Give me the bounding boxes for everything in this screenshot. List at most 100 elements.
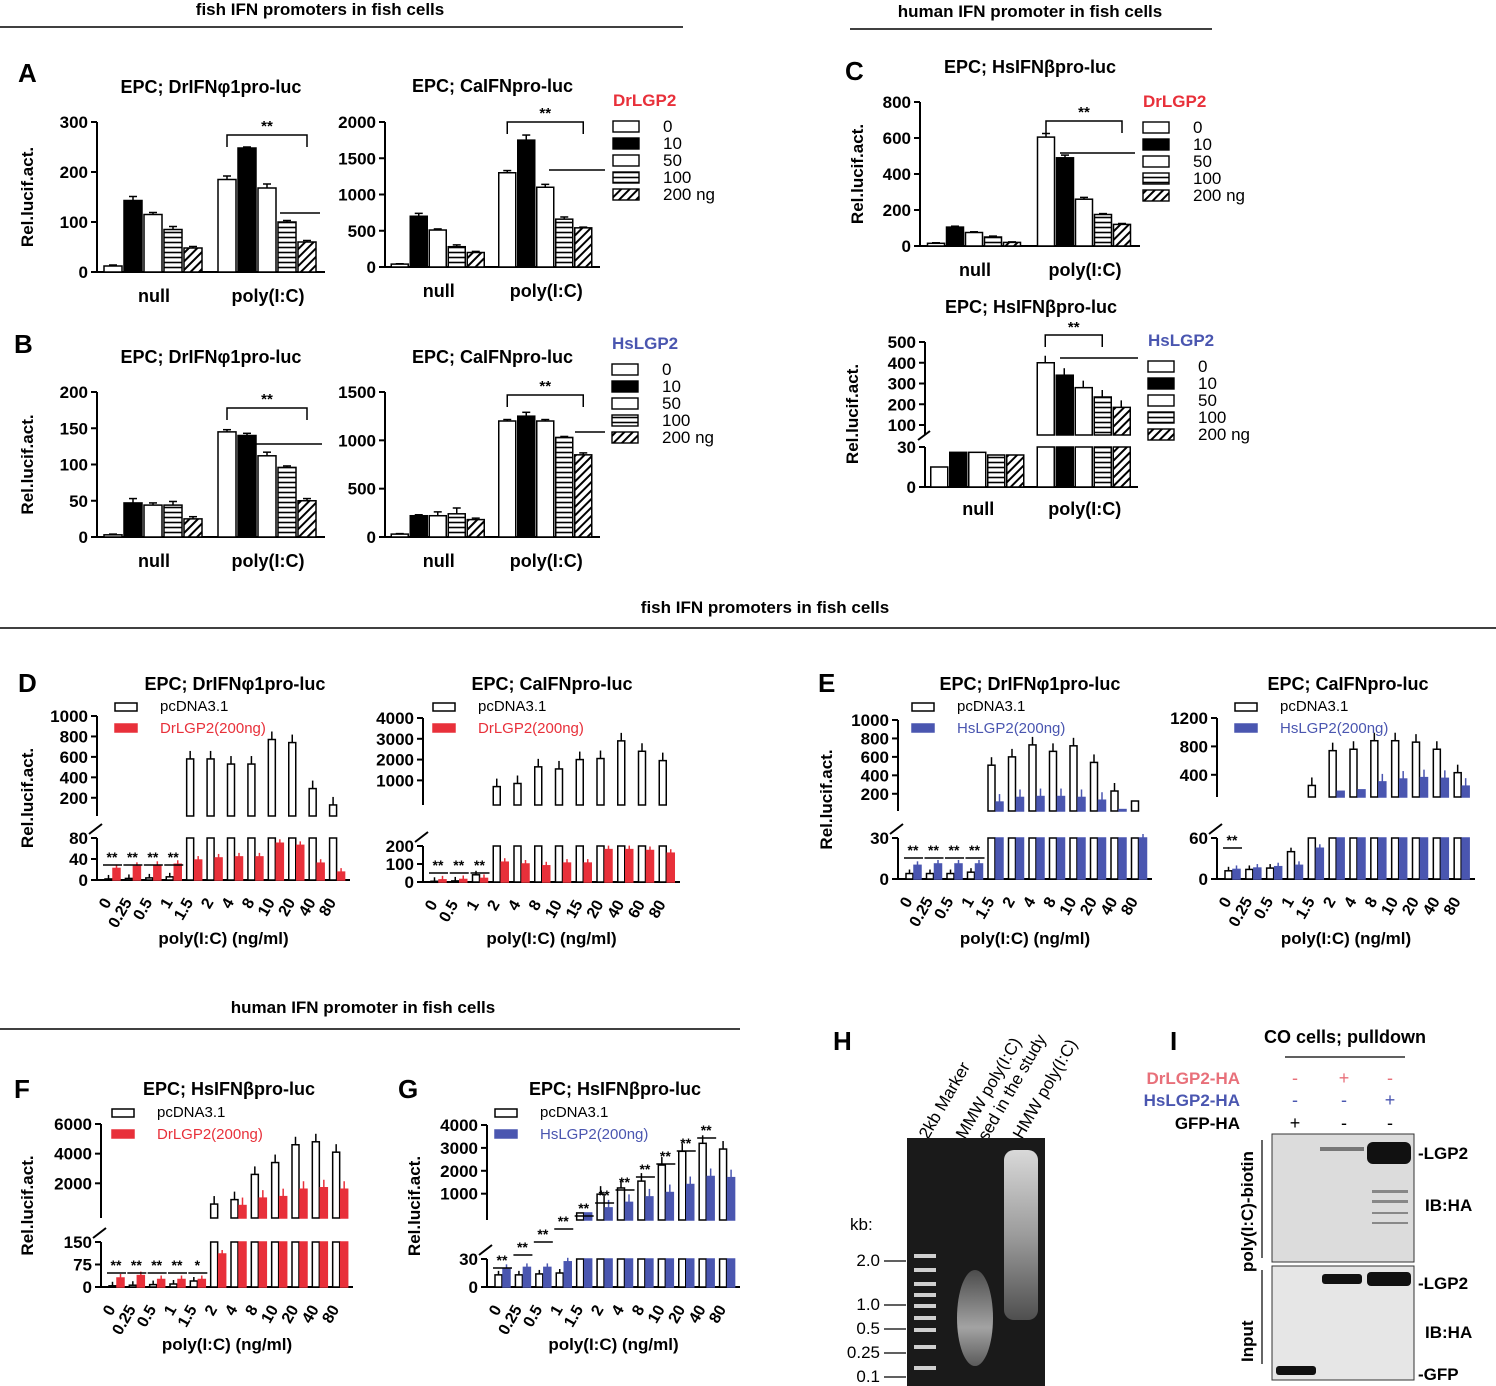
- x-tick-label: 40: [1420, 894, 1444, 918]
- y-tick-label: 0: [79, 528, 88, 547]
- x-tick-label: 80: [320, 1302, 344, 1326]
- bar: [339, 1241, 349, 1288]
- y-tick-label: 40: [69, 850, 88, 869]
- y-tick-label: 600: [883, 129, 911, 148]
- sig-label: **: [619, 1174, 630, 1190]
- sig-label: **: [172, 1257, 183, 1273]
- blot-row-label: DrLGP2-HA: [1146, 1069, 1240, 1088]
- y-tick-label: 4000: [376, 709, 414, 728]
- bar: [297, 500, 317, 538]
- mmw-smear: [957, 1270, 993, 1366]
- y-tick-label: 800: [883, 93, 911, 112]
- y-axis-label: Rel.lucif.act.: [843, 364, 862, 464]
- bar: [471, 874, 481, 883]
- bar: [726, 1258, 736, 1288]
- legend-label: 50: [1193, 152, 1212, 171]
- blot-row-label: HsLGP2-HA: [1144, 1091, 1240, 1110]
- sig-label: **: [599, 1187, 610, 1203]
- bar: [1036, 136, 1056, 247]
- bar: [1069, 745, 1078, 812]
- bar: [108, 1285, 117, 1288]
- y-tick-label: 4000: [440, 1116, 478, 1135]
- x-tick-label: 4: [609, 1302, 628, 1318]
- axis-break: [88, 823, 103, 835]
- x-tick-label: 80: [1118, 894, 1142, 918]
- x-axis-label: poly(I:C) (ng/ml): [1281, 929, 1411, 948]
- legend-title: DrLGP2: [613, 91, 676, 110]
- bar: [143, 504, 163, 538]
- sig-label: **: [261, 391, 273, 408]
- blot-sign: +: [1385, 1090, 1396, 1110]
- bar: [1419, 776, 1429, 798]
- bar: [1328, 837, 1337, 880]
- bar: [116, 1277, 125, 1288]
- blot-pulldown-band-faint: [1320, 1147, 1364, 1151]
- y-axis-label: Rel.lucif.act.: [18, 748, 37, 848]
- blot-pulldown-band: [1367, 1142, 1411, 1164]
- x-category-label: null: [962, 499, 994, 519]
- bar: [103, 265, 123, 273]
- bar: [1232, 868, 1241, 880]
- bar: [678, 1258, 687, 1288]
- x-tick-label: 40: [296, 895, 320, 919]
- bar: [1036, 795, 1045, 812]
- x-tick-label: 4: [222, 1302, 241, 1318]
- bar: [1069, 837, 1078, 880]
- legend-label: 0: [1198, 357, 1207, 376]
- bar: [686, 1258, 695, 1288]
- bar: [624, 1258, 634, 1288]
- bar: [145, 877, 154, 881]
- bar: [645, 849, 655, 883]
- y-tick-label: 0: [367, 258, 376, 277]
- y-axis-label: Rel.lucif.act.: [18, 147, 37, 247]
- bar: [1349, 837, 1358, 880]
- bar: [926, 242, 946, 247]
- x-tick-label: 1.5: [171, 895, 197, 923]
- x-tick-label: 40: [1098, 894, 1122, 918]
- bar: [409, 215, 428, 268]
- legend-swatch: [1147, 377, 1175, 390]
- legend-label: pcDNA3.1: [1280, 698, 1348, 715]
- bar: [492, 785, 501, 806]
- x-category-label: poly(I:C): [232, 286, 305, 306]
- bar: [447, 245, 466, 268]
- y-tick-label: 500: [348, 480, 376, 499]
- blot-band-label: -LGP2: [1418, 1144, 1468, 1163]
- bar: [574, 227, 593, 268]
- axis-break: [92, 1227, 107, 1239]
- bar: [637, 750, 647, 806]
- legend-label: pcDNA3.1: [540, 1104, 608, 1121]
- bar: [258, 1197, 268, 1219]
- sig-label: **: [680, 1135, 691, 1151]
- x-tick-label: 1.5: [1293, 894, 1319, 922]
- bar: [987, 764, 996, 812]
- sig-label: **: [151, 1257, 162, 1273]
- legend-label: pcDNA3.1: [957, 698, 1025, 715]
- bar: [1130, 837, 1140, 880]
- x-category-label: null: [138, 286, 170, 306]
- legend-swatch: [1147, 360, 1175, 373]
- y-tick-label: 80: [69, 829, 88, 848]
- legend-label: 200 ng: [1193, 186, 1245, 205]
- x-tick-label: 20: [666, 1302, 690, 1326]
- x-tick-label: 0.5: [130, 895, 156, 923]
- bar: [1077, 796, 1086, 812]
- bar: [542, 865, 551, 883]
- bar: [1028, 837, 1037, 880]
- axis-break: [414, 831, 429, 843]
- legend-label: 200 ng: [662, 428, 714, 447]
- bar: [1093, 213, 1113, 247]
- bar: [665, 1258, 675, 1288]
- bar: [206, 758, 215, 817]
- legend-swatch: [1142, 189, 1170, 202]
- bar: [1245, 868, 1254, 880]
- y-axis-label: Rel.lucif.act.: [848, 124, 867, 224]
- bar: [563, 1261, 572, 1288]
- sig-label: **: [107, 849, 118, 865]
- bar: [438, 879, 447, 883]
- chart-title: EPC; DrIFNφ1pro-luc: [145, 674, 326, 694]
- bar: [319, 1187, 329, 1219]
- bar: [277, 221, 297, 273]
- blot-sign: -: [1387, 1068, 1393, 1088]
- x-tick-label: 10: [255, 895, 279, 919]
